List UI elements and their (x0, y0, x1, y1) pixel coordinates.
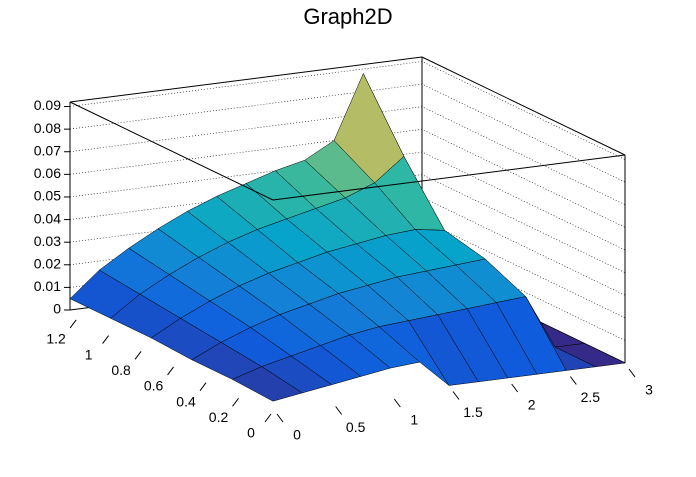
y-tick-label: 0 (247, 425, 255, 441)
y-tick-label: 0.4 (176, 393, 196, 409)
y-tick-label: 0.2 (209, 409, 229, 425)
grid-line (69, 83, 626, 183)
z-tick-label: 0.09 (34, 97, 61, 113)
surface-cell (231, 366, 303, 402)
z-tick-label: 0 (53, 301, 61, 317)
grid-line (69, 151, 626, 251)
tick-mark (102, 335, 109, 344)
x-tick-label: 1 (410, 412, 418, 428)
x-tick-label: 3 (645, 382, 653, 398)
x-tick-label: 2 (528, 397, 536, 413)
tick-mark (393, 398, 401, 408)
tick-mark (452, 391, 460, 400)
x-tick-label: 0.5 (346, 419, 366, 435)
z-tick-label: 0.07 (34, 142, 61, 158)
tick-mark (232, 398, 239, 407)
tick-mark (264, 413, 272, 423)
grid-line (69, 106, 626, 205)
z-tick-label: 0.04 (34, 210, 61, 226)
z-tick-label: 0.06 (34, 165, 61, 181)
tick-mark (511, 383, 519, 393)
tick-mark (276, 413, 284, 423)
z-tick-label: 0.03 (34, 233, 61, 249)
tick-mark (569, 376, 577, 385)
y-tick-label: 0.8 (111, 362, 131, 378)
tick-mark (628, 368, 636, 378)
z-tick-label: 0.02 (34, 255, 61, 271)
tick-mark (199, 382, 207, 391)
box-edge (272, 154, 626, 201)
chart-title: Graph2D (303, 4, 392, 29)
grid-line (69, 61, 626, 160)
tick-mark (167, 366, 174, 376)
tick-mark (69, 319, 77, 329)
y-tick-label: 1 (85, 346, 93, 362)
box-edge (69, 101, 274, 201)
grid-line (69, 128, 626, 228)
z-tick-label: 0.01 (34, 278, 61, 294)
x-tick-label: 0 (293, 427, 301, 443)
z-tick-label: 0.05 (34, 188, 61, 204)
z-tick-label: 0.08 (34, 120, 61, 136)
grid-line (69, 174, 626, 273)
box-edge (421, 56, 626, 156)
box-edge (69, 56, 423, 103)
tick-mark (134, 350, 142, 360)
x-tick-label: 2.5 (581, 389, 601, 405)
y-tick-label: 0.6 (144, 378, 164, 394)
tick-mark (335, 406, 343, 415)
x-tick-label: 1.5 (463, 404, 483, 420)
y-tick-label: 1.2 (46, 331, 66, 347)
